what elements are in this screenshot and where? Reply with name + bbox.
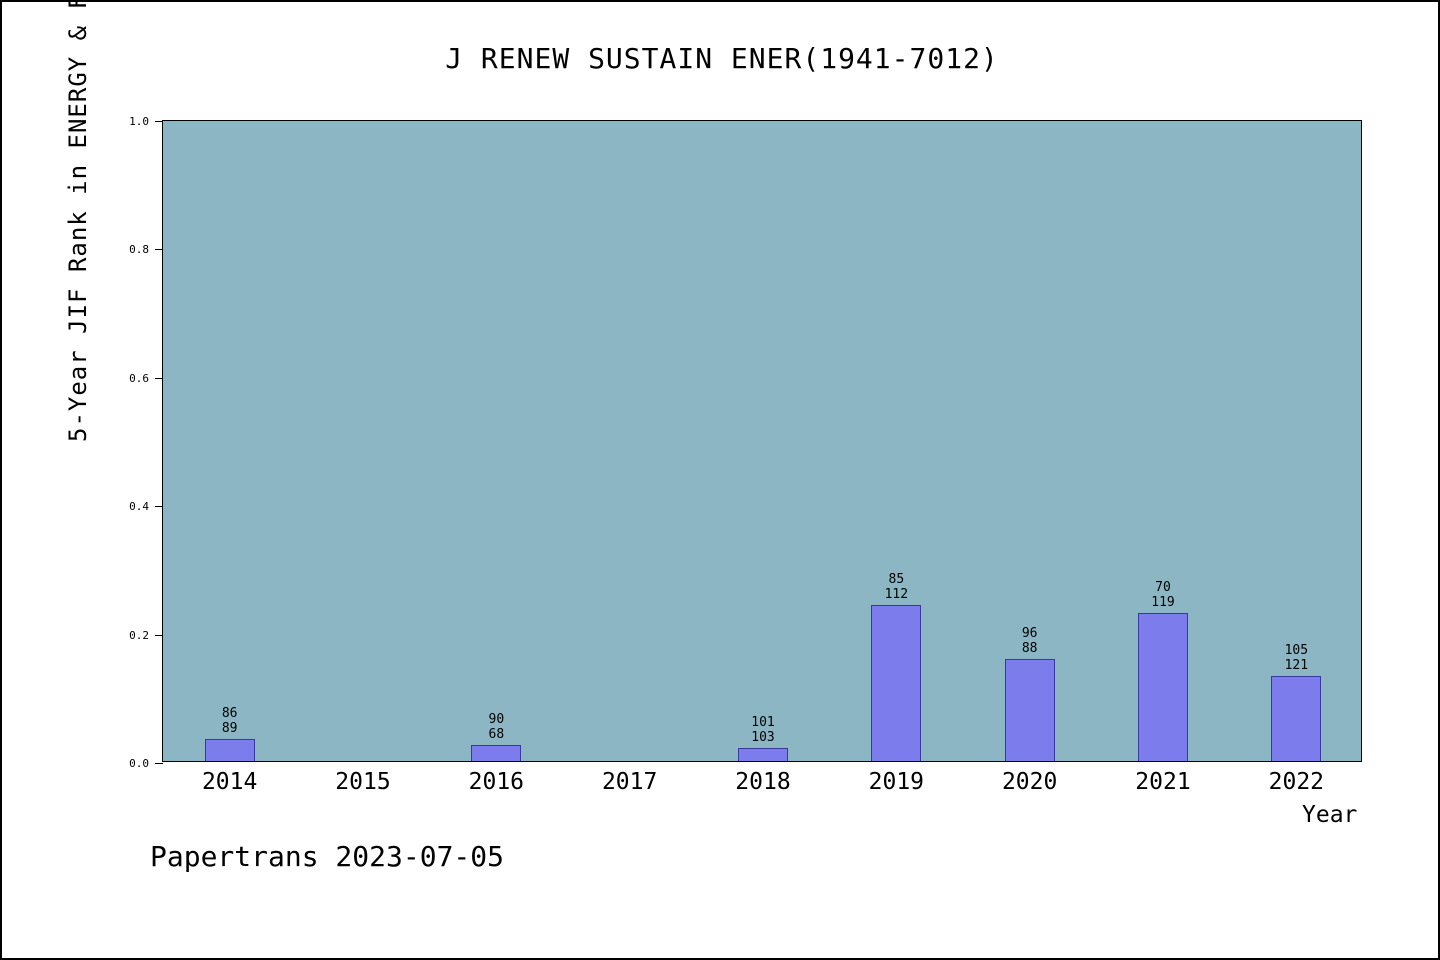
x-tick-label: 2021 (1135, 769, 1191, 795)
y-tick-mark (155, 506, 163, 508)
bar-2021 (1138, 612, 1188, 761)
x-axis-label: Year (1302, 802, 1358, 828)
bar-2014 (204, 738, 255, 761)
bar-value-label: 101 103 (751, 715, 775, 746)
bar-2016 (471, 744, 522, 761)
bar-2020 (1004, 658, 1055, 761)
bar-value-label: 90 68 (488, 711, 505, 742)
x-tick-label: 2014 (201, 769, 258, 795)
y-tick-label: 0.8 (129, 243, 149, 257)
y-tick-label: 0.6 (129, 371, 149, 385)
y-tick-mark (155, 763, 163, 764)
y-tick-label: 0.4 (129, 500, 149, 514)
bar-2019 (871, 605, 922, 761)
y-tick-mark (155, 634, 163, 636)
x-tick-label: 2022 (1268, 769, 1325, 795)
y-axis-label: 5-Year JIF Rank in ENERGY & FUELS (64, 0, 92, 442)
x-tick-label: 2020 (1001, 769, 1058, 795)
bar-value-label: 86 89 (221, 705, 238, 736)
bar-value-label: 85 112 (884, 572, 909, 602)
x-tick-label: 2018 (735, 769, 791, 795)
y-tick-mark (155, 121, 163, 122)
x-tick-label: 2016 (468, 769, 525, 795)
plot-area: 0.0 0.2 0.4 0.6 0.8 1.0 2014 86 89 2015 2016 90 68… (129, 115, 1362, 795)
bar-value-label: 70 119 (1151, 579, 1175, 610)
x-tick-label: 2019 (868, 769, 925, 795)
x-tick-label: 2017 (601, 769, 658, 795)
y-tick-label: 0.0 (129, 757, 149, 770)
bar-value-label: 105 121 (1284, 643, 1309, 674)
y-tick-label: 1.0 (129, 115, 149, 128)
x-tick-label: 2015 (335, 769, 391, 795)
bar-2022 (1271, 676, 1322, 761)
y-tick-label: 0.2 (129, 628, 149, 642)
bar-value-label: 96 88 (1021, 625, 1038, 656)
bar-2018 (738, 748, 788, 761)
y-tick-mark (155, 249, 163, 251)
chart-title: J RENEW SUSTAIN ENER(1941-7012) (445, 42, 999, 75)
y-tick-mark (155, 377, 163, 379)
footer-watermark: Papertrans 2023-07-05 (150, 840, 505, 873)
